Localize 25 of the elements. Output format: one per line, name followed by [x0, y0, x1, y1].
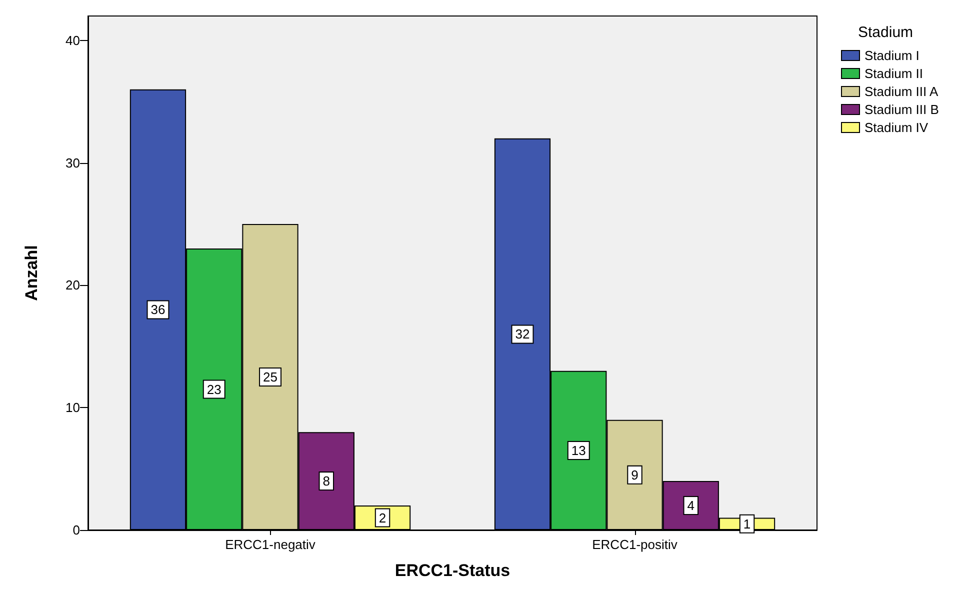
y-axis-title: Anzahl — [22, 245, 41, 301]
y-tick-label: 40 — [66, 32, 80, 48]
data-label: 36 — [150, 302, 166, 318]
legend-label: Stadium IV — [864, 120, 928, 135]
x-tick-label: ERCC1-negativ — [225, 537, 316, 552]
data-label: 9 — [631, 467, 638, 482]
legend-label: Stadium III B — [864, 102, 939, 117]
data-label: 25 — [263, 370, 278, 385]
x-tick-label: ERCC1-positiv — [592, 537, 678, 552]
y-tick-label: 30 — [66, 155, 80, 170]
data-label: 32 — [515, 326, 530, 342]
y-tick-label: 20 — [66, 278, 80, 293]
data-label: 1 — [743, 516, 751, 532]
data-label: 2 — [378, 510, 386, 526]
x-axis-title: ERCC1-Status — [394, 561, 510, 580]
y-tick-label: 0 — [72, 522, 80, 538]
y-tick-label: 10 — [66, 400, 80, 416]
legend-label: Stadium III A — [864, 84, 939, 99]
data-label: 23 — [206, 382, 222, 397]
data-label: 13 — [571, 442, 586, 458]
legend-title: Stadium — [858, 24, 914, 41]
legend-label: Stadium II — [864, 66, 924, 81]
legend-label: Stadium I — [864, 48, 920, 63]
data-label: 4 — [687, 498, 694, 514]
data-label: 8 — [322, 474, 330, 489]
